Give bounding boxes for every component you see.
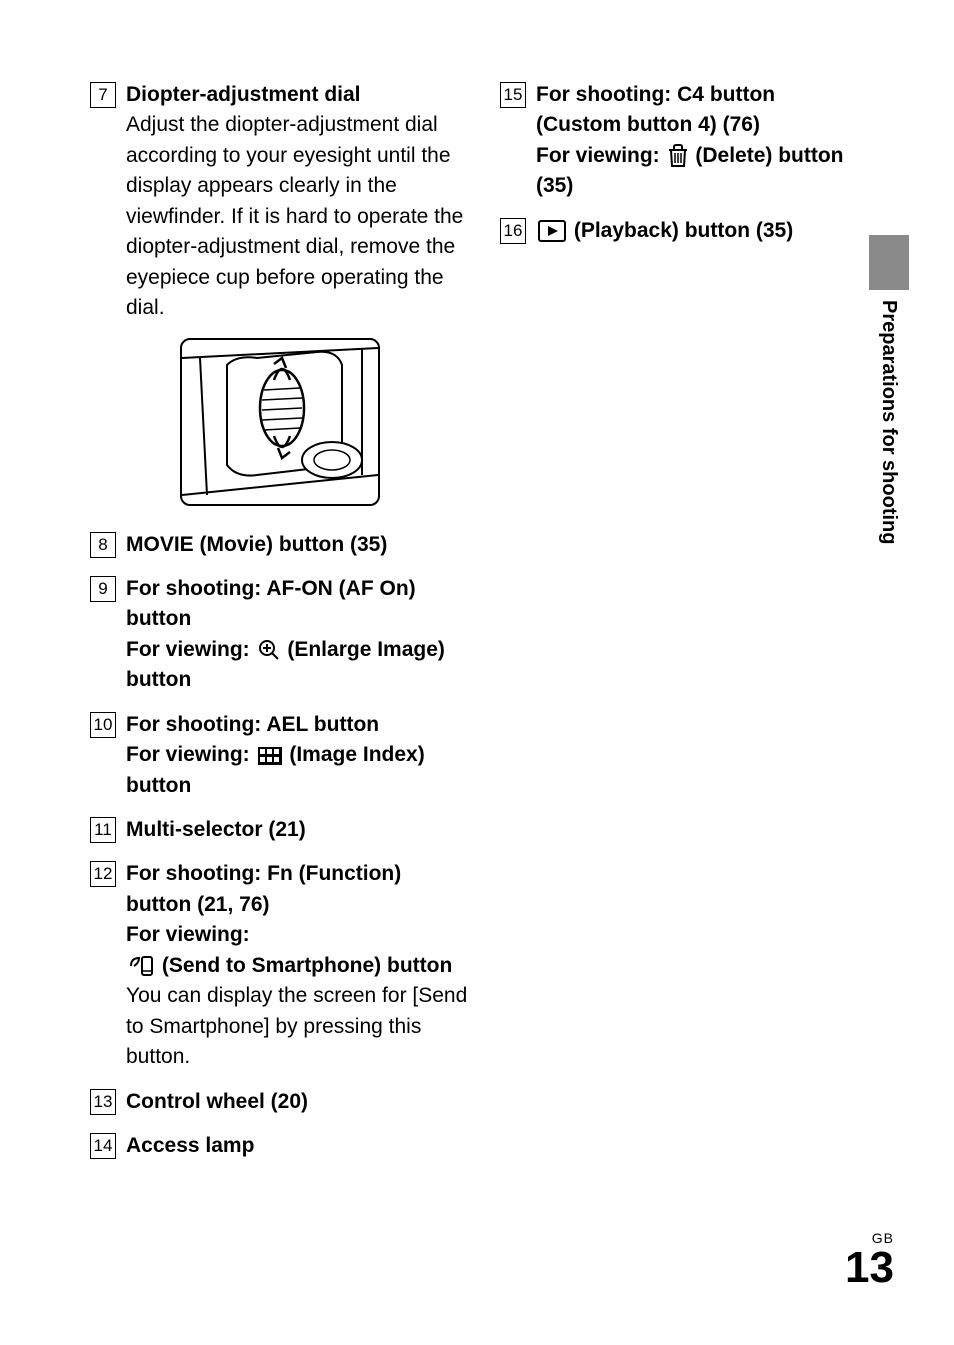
item-body: Access lamp (126, 1131, 470, 1161)
item-line: For shooting: AEL button (126, 710, 470, 740)
index-icon (258, 747, 282, 765)
page-footer: GB 13 (845, 1230, 894, 1290)
list-item: 10 For shooting: AEL buttonFor viewing: (… (90, 710, 470, 801)
section-title-vertical: Preparations for shooting (877, 300, 900, 544)
item-line: Diopter-adjustment dial (126, 80, 470, 110)
item-body: For shooting: Fn (Function) button (21, … (126, 859, 470, 1072)
list-item: 8 MOVIE (Movie) button (35) (90, 530, 470, 560)
diopter-diagram (90, 338, 470, 506)
item-number-box: 13 (90, 1089, 116, 1115)
item-line: For viewing: (Delete) button (35) (536, 141, 855, 202)
enlarge-icon (258, 639, 280, 661)
page-container: 7 Diopter-adjustment dialAdjust the diopt… (0, 0, 954, 1345)
list-item: 13 Control wheel (20) (90, 1087, 470, 1117)
list-item: 14 Access lamp (90, 1131, 470, 1161)
item-body: MOVIE (Movie) button (35) (126, 530, 470, 560)
item-line: Access lamp (126, 1131, 470, 1161)
item-line: For shooting: AF-ON (AF On) button (126, 574, 470, 635)
delete-icon (668, 144, 688, 168)
item-number-box: 14 (90, 1133, 116, 1159)
item-body: (Playback) button (35) (536, 216, 855, 246)
item-number-box: 9 (90, 576, 116, 602)
section-side-tab: Preparations for shooting (869, 280, 909, 590)
two-column-layout: 7 Diopter-adjustment dialAdjust the diopt… (90, 80, 894, 1175)
list-item: 9 For shooting: AF-ON (AF On) buttonFor v… (90, 574, 470, 696)
list-item: 16 (Playback) button (35) (500, 216, 855, 246)
item-line: Multi-selector (21) (126, 815, 470, 845)
list-item: 7 Diopter-adjustment dialAdjust the diopt… (90, 80, 470, 324)
item-line: (Playback) button (35) (536, 216, 855, 246)
item-body: For shooting: AF-ON (AF On) buttonFor vi… (126, 574, 470, 696)
right-column: 15 For shooting: C4 button (Custom button… (500, 80, 855, 1175)
item-number-box: 15 (500, 82, 526, 108)
item-line: You can display the screen for [Send to … (126, 981, 470, 1072)
item-line: For shooting: Fn (Function) button (21, … (126, 859, 470, 920)
left-column: 7 Diopter-adjustment dialAdjust the diopt… (90, 80, 470, 1175)
playback-icon (538, 220, 566, 242)
item-number-box: 12 (90, 861, 116, 887)
item-body: For shooting: C4 button (Custom button 4… (536, 80, 855, 202)
list-item: 12 For shooting: Fn (Function) button (21… (90, 859, 470, 1072)
item-number-box: 7 (90, 82, 116, 108)
item-line: For shooting: C4 button (Custom button 4… (536, 80, 855, 141)
page-number: 13 (845, 1246, 894, 1290)
item-line: MOVIE (Movie) button (35) (126, 530, 470, 560)
item-line: For viewing: (126, 920, 470, 950)
item-line: For viewing: (Enlarge Image) button (126, 635, 470, 696)
item-body: Multi-selector (21) (126, 815, 470, 845)
item-number-box: 10 (90, 712, 116, 738)
list-item: 15 For shooting: C4 button (Custom button… (500, 80, 855, 202)
item-body: Diopter-adjustment dialAdjust the diopte… (126, 80, 470, 324)
item-body: Control wheel (20) (126, 1087, 470, 1117)
item-number-box: 8 (90, 532, 116, 558)
item-line: Control wheel (20) (126, 1087, 470, 1117)
item-number-box: 11 (90, 817, 116, 843)
item-line: Adjust the diopter-adjustment dial accor… (126, 110, 470, 323)
diopter-illustration (182, 340, 378, 504)
send-icon (128, 955, 154, 977)
tab-marker (869, 235, 909, 290)
item-line: (Send to Smartphone) button (126, 951, 470, 981)
item-number-box: 16 (500, 218, 526, 244)
item-line: For viewing: (Image Index) button (126, 740, 470, 801)
list-item: 11 Multi-selector (21) (90, 815, 470, 845)
item-body: For shooting: AEL buttonFor viewing: (Im… (126, 710, 470, 801)
